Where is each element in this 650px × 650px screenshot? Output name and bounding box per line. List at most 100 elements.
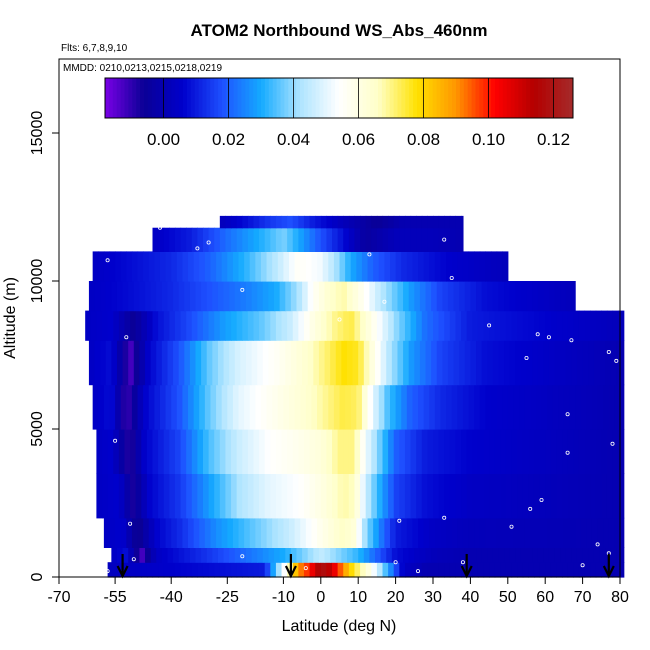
- heatmap-cell: [380, 547, 387, 563]
- heatmap-cell: [449, 310, 457, 341]
- heatmap-cell: [247, 562, 255, 578]
- flight-markers: [116, 554, 615, 579]
- heatmap-cell: [388, 215, 395, 229]
- colorbar-tick-label: 0.06: [342, 130, 375, 149]
- heatmap-cell: [401, 251, 408, 282]
- x-axis-label: Latitude (deg N): [282, 618, 397, 635]
- colorbar-swatch: [342, 78, 348, 118]
- heatmap-cell: [311, 251, 318, 282]
- heatmap-cell: [528, 310, 535, 341]
- heatmap-cell: [238, 251, 245, 282]
- heatmap-cell: [253, 310, 260, 341]
- heatmap-cell: [270, 215, 277, 229]
- colorbar-frame: [104, 77, 574, 119]
- heatmap-cell: [173, 547, 180, 563]
- heatmap-cell: [275, 227, 283, 252]
- heatmap-cell: [115, 517, 122, 548]
- heatmap-cell: [429, 251, 436, 282]
- heatmap-cell: [328, 517, 335, 548]
- heatmap-cell: [277, 251, 284, 282]
- heatmap-cell: [124, 429, 131, 474]
- heatmap-cell: [130, 473, 137, 519]
- heatmap-cell: [184, 281, 191, 312]
- heatmap-cell: [137, 384, 144, 430]
- heatmap-cell: [449, 562, 457, 578]
- heatmap-cell: [348, 429, 356, 474]
- heatmap-cell: [494, 473, 501, 519]
- heatmap-cell: [242, 310, 249, 341]
- heatmap-cell: [219, 310, 227, 341]
- heatmap-cell: [148, 384, 155, 430]
- colorbar-swatch: [284, 78, 289, 118]
- x-tick-label: -40: [160, 589, 183, 606]
- heatmap-cell: [404, 429, 412, 474]
- heatmap-cell: [199, 251, 206, 282]
- heatmap-cell: [509, 547, 516, 563]
- heatmap-cell: [459, 547, 466, 563]
- heatmap-cell: [259, 473, 266, 519]
- heatmap-cell: [287, 227, 294, 252]
- heatmap-cell: [292, 562, 299, 578]
- heatmap-cell: [573, 473, 580, 519]
- heatmap-cell: [169, 562, 176, 578]
- heatmap-cell: [556, 473, 563, 519]
- heatmap-cell: [539, 473, 546, 519]
- heatmap-cell: [593, 547, 601, 563]
- heatmap-cell: [548, 340, 556, 386]
- heatmap-cell: [292, 473, 299, 519]
- heatmap-cell: [158, 562, 165, 578]
- heatmap-cell: [419, 281, 427, 312]
- heatmap-cell: [427, 473, 434, 519]
- heatmap-cell: [111, 547, 118, 563]
- heatmap-cell: [533, 562, 541, 578]
- heatmap-cell: [152, 310, 159, 341]
- heatmap-cell: [537, 281, 544, 312]
- heatmap-cell: [358, 281, 365, 312]
- heatmap-cell: [410, 310, 417, 341]
- colorbar-swatch: [124, 78, 129, 118]
- heatmap-cell: [474, 517, 481, 548]
- heatmap-cell: [418, 251, 425, 282]
- heatmap-cell: [216, 251, 223, 282]
- heatmap-cell: [174, 473, 182, 519]
- heatmap-cell: [302, 340, 309, 386]
- heatmap-cell: [584, 562, 591, 578]
- heatmap-cell: [180, 310, 187, 341]
- heatmap-cell: [576, 340, 584, 386]
- heatmap-cell: [539, 310, 546, 341]
- heatmap-cell: [522, 310, 529, 341]
- heatmap-cell: [296, 281, 303, 312]
- heatmap-cell: [440, 384, 447, 430]
- heatmap-cell: [522, 473, 529, 519]
- heatmap-cell: [143, 517, 150, 548]
- heatmap-cell: [223, 340, 230, 386]
- heatmap-cell: [201, 281, 208, 312]
- heatmap-cell: [562, 562, 569, 578]
- colorbar-swatch: [417, 78, 422, 118]
- heatmap-cell: [483, 429, 490, 474]
- heatmap-cell: [330, 547, 337, 563]
- heatmap-cell: [266, 384, 273, 430]
- heatmap-cell: [173, 281, 180, 312]
- heatmap-cell: [161, 281, 169, 312]
- heatmap-cell: [425, 340, 432, 386]
- heatmap-cell: [483, 473, 490, 519]
- heatmap-cell: [186, 473, 193, 519]
- heatmap-cell: [130, 429, 137, 474]
- heatmap-cell: [146, 429, 154, 474]
- heatmap-cell: [264, 429, 271, 474]
- heatmap-cell: [279, 547, 286, 563]
- heatmap-cell: [447, 547, 455, 563]
- heatmap-cell: [427, 227, 434, 252]
- heatmap-cell: [277, 517, 284, 548]
- sample-point: [610, 441, 615, 446]
- heatmap-cell: [292, 429, 299, 474]
- heatmap-cell: [608, 517, 615, 548]
- heatmap-cell: [118, 429, 126, 474]
- heatmap-cell: [128, 547, 135, 563]
- heatmap-layer: [85, 215, 625, 578]
- heatmap-cell: [487, 340, 494, 386]
- heatmap-cell: [90, 310, 97, 341]
- heatmap-cell: [412, 251, 419, 282]
